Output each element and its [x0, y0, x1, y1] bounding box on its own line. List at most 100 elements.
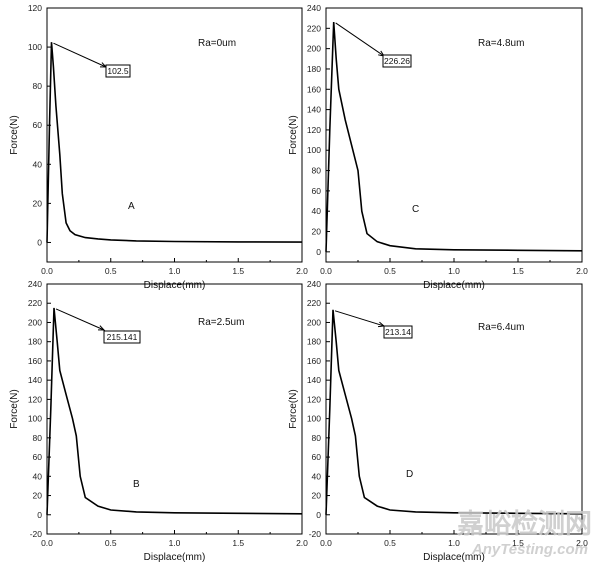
y-tick-label: 60 [33, 452, 43, 462]
y-tick-label: 100 [28, 414, 42, 424]
x-tick-label: 0.5 [384, 538, 396, 548]
x-tick-label: 1.0 [448, 538, 460, 548]
series-line [46, 307, 303, 515]
watermark-main: 嘉峪检测网 [457, 508, 592, 539]
y-tick-label: 120 [307, 394, 321, 404]
y-tick-label: 40 [33, 471, 43, 481]
y-tick-label: 100 [307, 145, 321, 155]
chart-panel-d: 0.0 0.5 1.0 1.5 2.0-200204060801001201401601… [288, 279, 588, 563]
y-tick-label: 60 [312, 186, 322, 196]
peak-value-label: 226.26 [384, 56, 410, 66]
y-tick-label: 220 [28, 298, 42, 308]
y-tick-label: -20 [309, 529, 322, 539]
y-tick-label: 0 [37, 237, 42, 247]
y-tick-label: 20 [33, 198, 43, 208]
y-tick-label: 40 [312, 471, 322, 481]
peak-label-box [103, 330, 141, 344]
y-tick-label: 160 [307, 84, 321, 94]
ra-label: Ra=0um [198, 38, 236, 49]
peak-label-box [383, 325, 413, 339]
y-tick-label: 0 [37, 510, 42, 520]
x-tick-label: 1.5 [232, 538, 244, 548]
y-tick-label: 120 [28, 394, 42, 404]
x-tick-label: 0.0 [41, 538, 53, 548]
y-tick-label: 20 [312, 227, 322, 237]
y-tick-label: 140 [307, 375, 321, 385]
peak-label-box [105, 64, 131, 78]
x-tick-label: 2.0 [296, 538, 308, 548]
x-tick-label: 0.5 [105, 266, 117, 276]
peak-arrow-line [335, 22, 385, 57]
ra-label: Ra=4.8um [478, 38, 524, 49]
x-tick-label: 1.5 [512, 266, 524, 276]
x-tick-label: 0.5 [105, 538, 117, 548]
x-tick-label: 2.0 [576, 538, 588, 548]
y-tick-label: 80 [33, 433, 43, 443]
y-tick-label: 60 [33, 120, 43, 130]
y-axis-label: Force(N) [9, 115, 20, 154]
y-tick-label: -20 [30, 529, 43, 539]
ra-label: Ra=2.5um [198, 317, 244, 328]
plot-frame [46, 7, 303, 263]
y-tick-label: 20 [312, 491, 322, 501]
y-tick-label: 120 [28, 3, 42, 13]
panel-letter: D [406, 469, 413, 480]
peak-value-label: 215.141 [107, 332, 138, 342]
panel-letter: B [133, 479, 140, 490]
y-tick-label: 40 [312, 206, 322, 216]
y-tick-label: 20 [33, 491, 43, 501]
y-tick-label: 220 [307, 298, 321, 308]
y-tick-label: 160 [28, 356, 42, 366]
series-line [325, 21, 583, 252]
x-axis-label: Displace(mm) [423, 280, 485, 291]
watermark: 嘉峪检测网 AnyTesting.com [457, 508, 592, 558]
y-axis-label: Force(N) [9, 389, 20, 428]
peak-value-label: 213.14 [385, 327, 411, 337]
y-tick-label: 200 [307, 317, 321, 327]
peak-value-label: 102.5 [107, 66, 129, 76]
x-tick-label: 0.5 [384, 266, 396, 276]
y-tick-label: 180 [28, 337, 42, 347]
peak-arrow-line [55, 308, 105, 331]
y-axis-label: Force(N) [288, 389, 299, 428]
peak-arrow-line [53, 42, 107, 68]
peak-label-box [382, 54, 412, 68]
peak-arrow-line [334, 310, 385, 327]
x-axis-label: Displace(mm) [144, 552, 206, 563]
watermark-sub: AnyTesting.com [471, 541, 588, 558]
y-tick-label: 0 [316, 510, 321, 520]
y-tick-label: 100 [28, 42, 42, 52]
x-axis-label: Displace(mm) [423, 552, 485, 563]
y-tick-label: 180 [307, 337, 321, 347]
chart-panel-b: 0.0 0.5 1.0 1.5 2.0 -20 0 20 40 60 80 100 120 140 160 1… [9, 279, 308, 563]
y-tick-label: 240 [307, 3, 321, 13]
panel-letter: A [128, 201, 135, 212]
series-line [46, 42, 303, 243]
y-tick-label: 140 [28, 375, 42, 385]
y-tick-label: 40 [33, 159, 43, 169]
y-tick-label: 240 [307, 279, 321, 289]
y-tick-label: 120 [307, 125, 321, 135]
x-tick-label: 0.0 [320, 266, 332, 276]
y-tick-label: 60 [312, 452, 322, 462]
y-tick-label: 80 [312, 433, 322, 443]
x-tick-label: 0.0 [41, 266, 53, 276]
chart-panel-a: 0.0 0.5 1.0 1.5 2.0 0 20 40 60 80 100 120 102.5 Ra=… [9, 3, 308, 291]
x-tick-label: 2.0 [296, 266, 308, 276]
x-tick-label: 1.5 [232, 266, 244, 276]
x-tick-label: 0.0 [320, 538, 332, 548]
y-tick-label: 0 [316, 247, 321, 257]
y-tick-label: 80 [33, 81, 43, 91]
ra-label: Ra=6.4um [478, 322, 524, 333]
y-tick-label: 140 [307, 105, 321, 115]
panel-letter: C [412, 204, 419, 215]
peak-arrow-head [97, 325, 106, 331]
y-axis-label: Force(N) [288, 115, 299, 154]
x-tick-label: 1.0 [448, 266, 460, 276]
y-tick-label: 100 [307, 414, 321, 424]
y-tick-label: 240 [28, 279, 42, 289]
x-tick-label: 1.0 [169, 266, 181, 276]
y-tick-label: 200 [28, 317, 42, 327]
y-tick-label: 80 [312, 166, 322, 176]
